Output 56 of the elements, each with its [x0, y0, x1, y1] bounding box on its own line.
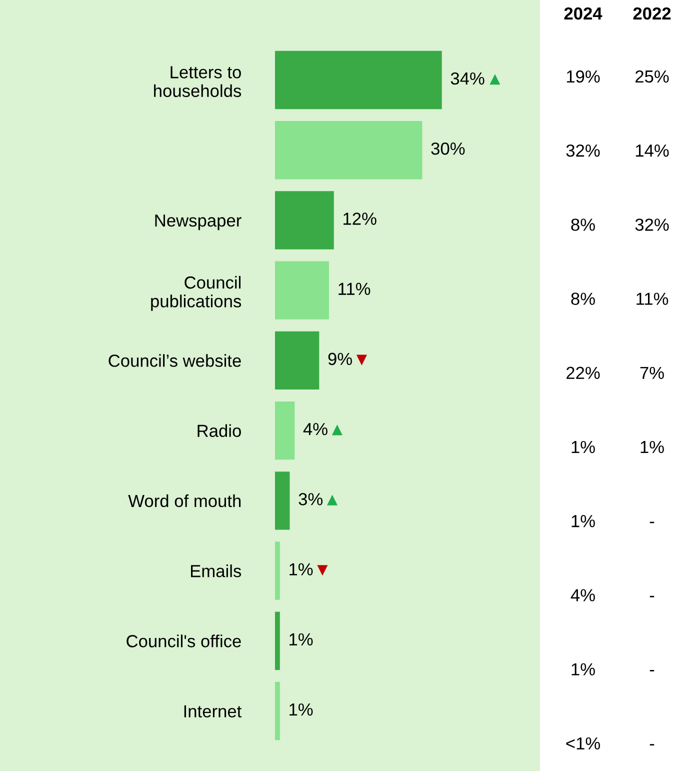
text: 4%: [570, 589, 595, 602]
text: 32%: [566, 144, 600, 157]
bar: [275, 542, 280, 600]
y-tick-label: Word of mouth: [128, 494, 241, 508]
y-tick-label: Emails: [191, 564, 242, 578]
bar: [275, 261, 329, 320]
data-label: 30%: [431, 142, 465, 155]
data-label: 11%: [338, 282, 370, 295]
annotation: ▼: [356, 354, 367, 366]
bar: [275, 401, 295, 460]
bar: [275, 191, 334, 250]
data-label: 1%: [290, 703, 313, 716]
bar: [275, 331, 320, 390]
text: 19%: [566, 70, 600, 83]
bar: [275, 121, 422, 180]
text: 2024: [564, 7, 602, 20]
annotation: ▲: [326, 494, 338, 506]
data-label: 1%: [290, 633, 313, 646]
text: 32%: [635, 218, 669, 231]
bar: [275, 50, 442, 110]
data-label: 34%: [450, 72, 484, 85]
text: 1%: [572, 440, 595, 454]
text: 8%: [571, 218, 595, 231]
text: 14%: [636, 144, 669, 157]
data-label: 4%: [303, 423, 328, 436]
data-label: 3%: [298, 493, 323, 506]
text: 2022: [633, 7, 671, 20]
annotation: ▲: [490, 74, 500, 85]
y-tick-label: Council's office: [126, 634, 241, 648]
y-tick-label: Council’s website: [108, 354, 241, 367]
text: 1%: [572, 663, 595, 676]
data-label: 1%: [290, 563, 313, 576]
y-tick-label: Council publications: [151, 276, 242, 311]
text: 11%: [636, 292, 668, 305]
annotation: ▼: [317, 565, 328, 576]
y-tick-label: Radio: [198, 424, 241, 438]
bar: [275, 472, 290, 530]
text: -: [650, 522, 654, 524]
text: -: [650, 670, 654, 672]
data-label: 9%: [328, 352, 352, 366]
text: 7%: [640, 366, 664, 379]
bar: [275, 682, 280, 740]
text: 25%: [636, 70, 669, 83]
y-tick-label: Internet: [184, 705, 242, 718]
y-tick-label: Letters to households: [154, 66, 242, 98]
y-tick-label: Newspaper: [155, 214, 242, 230]
bar: [275, 612, 280, 670]
text: 22%: [566, 366, 600, 379]
text: 8%: [571, 292, 595, 305]
text: -: [650, 596, 654, 598]
data-label: 12%: [344, 212, 376, 225]
text: -: [650, 744, 654, 746]
text: 1%: [640, 440, 664, 454]
text: 1%: [572, 515, 595, 528]
text: <1%: [566, 737, 600, 750]
annotation: ▲: [332, 424, 342, 436]
